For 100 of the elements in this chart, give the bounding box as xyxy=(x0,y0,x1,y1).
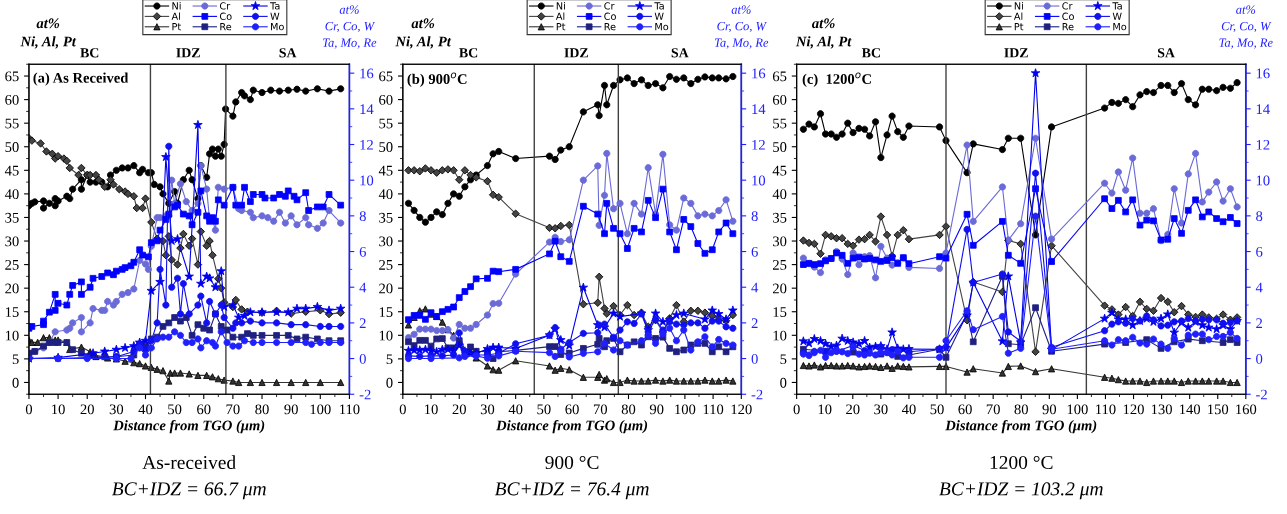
text: BC+IDZ = 76.4 μm xyxy=(494,482,649,500)
legend-label: Ni xyxy=(556,2,565,10)
legend-label: Cr xyxy=(1062,2,1073,10)
legend-label: W xyxy=(654,12,664,20)
text: As-received xyxy=(142,455,236,470)
legend-label: Re xyxy=(1062,23,1074,31)
y2-tick-label: -2 xyxy=(359,389,371,400)
x-tick-label: 20 xyxy=(846,404,860,415)
x-tick-label: 40 xyxy=(901,404,916,415)
x-tick-label: 30 xyxy=(480,404,495,415)
y2-tick-label: 0 xyxy=(359,353,366,364)
text: SA xyxy=(671,48,689,58)
y2-tick-label: 16 xyxy=(752,68,766,79)
text: BC+IDZ = 103.2 μm xyxy=(939,482,1103,500)
y-tick-label: 40 xyxy=(4,189,19,200)
legend-label: Cr xyxy=(604,2,615,10)
y-tick-label: 20 xyxy=(5,283,19,294)
y-tick-label: 20 xyxy=(379,283,393,294)
y2-tick-label: 14 xyxy=(752,104,766,114)
y2-tick-label: 6 xyxy=(359,246,366,257)
x-tick-label: 10 xyxy=(425,404,438,415)
x-tick-label: 30 xyxy=(874,404,888,415)
y-tick-label: 5 xyxy=(780,354,787,365)
x-tick-label: 80 xyxy=(255,404,269,415)
legend-label: Al xyxy=(171,12,180,20)
y2-tick-label: 8 xyxy=(751,211,758,222)
y-tick-label: 65 xyxy=(772,71,787,82)
y2-tick-label: 8 xyxy=(359,211,366,222)
legend-label: Co xyxy=(1062,12,1074,20)
y-tick-label: 25 xyxy=(5,260,19,270)
y-tick-label: 65 xyxy=(379,71,393,82)
legend-label: Ni xyxy=(1014,2,1023,10)
x-tick-label: 60 xyxy=(197,404,211,415)
y2-tick-label: 4 xyxy=(1255,282,1263,293)
x-tick-label: 30 xyxy=(109,404,124,415)
y-tick-label: 45 xyxy=(772,165,787,176)
y2-tick-label: 16 xyxy=(360,68,374,79)
legend-label: W xyxy=(270,12,280,20)
y-tick-label: 30 xyxy=(773,236,787,247)
legend-label: Ta xyxy=(1112,2,1122,10)
legend-label: Pt xyxy=(1014,23,1024,31)
legend-label: Pt xyxy=(556,23,566,31)
y2-tick-label: 10 xyxy=(1256,175,1270,186)
y-axis-title: at% Ni, Al, Pt xyxy=(395,18,452,49)
y-tick-label: 50 xyxy=(379,142,393,152)
y-tick-label: 35 xyxy=(773,212,787,223)
x-tick-label: 120 xyxy=(731,404,752,415)
y2-tick-label: 6 xyxy=(751,246,758,257)
x-tick-label: 50 xyxy=(168,404,182,415)
y2-axis-title: at% Cr, Co, W Ta, Mo, Re xyxy=(323,5,377,49)
y2-axis-title: at% Cr, Co, W Ta, Mo, Re xyxy=(714,5,769,49)
y-tick-label: 15 xyxy=(773,307,787,317)
legend-label: Ta xyxy=(270,2,280,10)
y-tick-label: 5 xyxy=(12,354,19,365)
y-tick-label: 60 xyxy=(772,94,787,105)
x-tick-label: 60 xyxy=(958,404,972,415)
x-tick-label: 150 xyxy=(1208,404,1229,415)
y-tick-label: 10 xyxy=(5,330,19,341)
y-tick-label: 25 xyxy=(379,260,393,270)
x-tick-label: 110 xyxy=(340,404,360,415)
y-tick-label: 35 xyxy=(5,212,19,223)
y-tick-label: 30 xyxy=(5,236,19,247)
y-tick-label: 55 xyxy=(5,118,19,129)
x-tick-label: 140 xyxy=(1180,404,1201,415)
x-tick-label: 50 xyxy=(930,404,944,415)
y2-tick-label: 12 xyxy=(1256,139,1270,150)
x-tick-label: 90 xyxy=(284,404,298,415)
x-tick-label: 160 xyxy=(1236,404,1257,415)
text: (b) 900$^{o}$C xyxy=(407,72,467,87)
x-tick-label: 120 xyxy=(1123,404,1144,415)
y-tick-label: 0 xyxy=(12,377,19,388)
y2-tick-label: 2 xyxy=(1256,318,1263,328)
y2-tick-label: 8 xyxy=(1256,211,1263,222)
x-tick-label: 90 xyxy=(1042,404,1057,415)
text: IDZ xyxy=(564,48,588,58)
text: BC xyxy=(459,48,478,58)
x-tick-label: 0 xyxy=(25,404,33,415)
y-tick-label: 45 xyxy=(4,165,19,176)
x-tick-label: 70 xyxy=(986,404,1000,415)
legend-label: Mo xyxy=(271,23,284,31)
y-tick-label: 30 xyxy=(379,236,393,247)
y-tick-label: 5 xyxy=(386,354,393,365)
y-tick-label: 40 xyxy=(378,189,393,200)
y-tick-label: 55 xyxy=(379,118,393,129)
x-tick-label: 80 xyxy=(621,404,636,415)
x-tick-label: 20 xyxy=(80,404,94,415)
y2-tick-label: -2 xyxy=(751,389,763,400)
y-tick-label: 10 xyxy=(773,330,787,341)
y-tick-label: 35 xyxy=(379,212,393,223)
y-tick-label: 55 xyxy=(773,118,787,129)
legend-label: Pt xyxy=(172,23,181,31)
y-tick-label: 25 xyxy=(772,260,787,270)
y-axis-title: at% Ni, Al, Pt xyxy=(20,18,77,49)
y-axis-title: at% Ni, Al, Pt xyxy=(795,18,852,49)
y2-axis-title: at% Cr, Co, W Ta, Mo, Re xyxy=(1219,5,1273,49)
y2-tick-label: 6 xyxy=(1256,246,1263,257)
y2-tick-label: 14 xyxy=(360,104,374,114)
legend-label: Al xyxy=(1013,12,1023,20)
y2-tick-label: -2 xyxy=(1256,389,1267,400)
text: IDZ xyxy=(176,48,200,58)
